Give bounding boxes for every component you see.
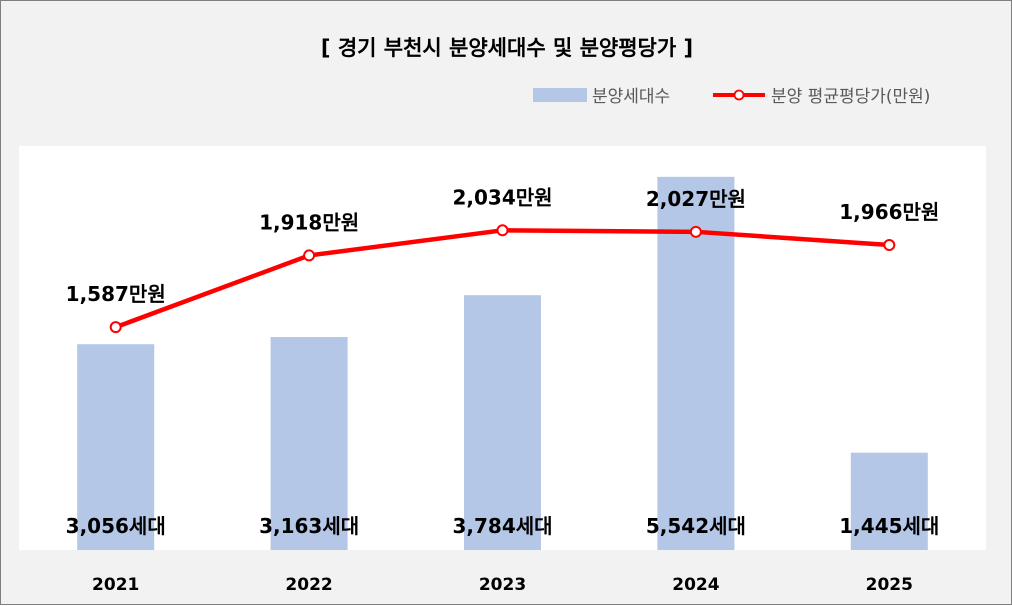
price-label-2022: 1,918만원 [259, 210, 359, 234]
category-label-2022: 2022 [285, 575, 332, 595]
category-axis: 2021 2022 2023 2024 2025 [92, 575, 913, 595]
bar-2022 [270, 337, 348, 550]
price-label-2025: 1,966만원 [839, 200, 939, 224]
price-marker-2021 [109, 321, 122, 334]
bar-2024 [657, 176, 735, 550]
units-label-2023: 3,784세대 [452, 514, 552, 538]
category-label-2021: 2021 [92, 575, 139, 595]
legend-label-line: 분양 평균평당가(만원) [771, 87, 930, 107]
chart-title: [ 경기 부천시 분양세대수 및 분양평당가 ] [321, 36, 693, 60]
units-label-2021: 3,056세대 [66, 514, 166, 538]
units-label-2022: 3,163세대 [259, 514, 359, 538]
category-label-2025: 2025 [866, 575, 913, 595]
price-marker-2023 [496, 224, 509, 237]
price-marker-2022 [303, 249, 316, 262]
price-label-2024: 2,027만원 [646, 187, 746, 211]
units-label-2024: 5,542세대 [646, 514, 746, 538]
category-label-2024: 2024 [672, 575, 719, 595]
line-series [109, 224, 896, 334]
category-label-2023: 2023 [479, 575, 526, 595]
bar-series [77, 176, 928, 550]
legend-label-bar: 분양세대수 [592, 87, 670, 107]
data-labels: 1,587만원 1,918만원 2,034만원 2,027만원 1,966만원 3,056… [66, 185, 940, 538]
legend-swatch-marker [733, 89, 745, 101]
price-label-2021: 1,587만원 [66, 282, 166, 306]
legend: 분양세대수 분양 평균평당가(만원) [533, 87, 930, 107]
legend-swatch-bar [533, 88, 587, 102]
price-marker-2024 [689, 225, 702, 238]
price-marker-2025 [883, 239, 896, 252]
units-label-2025: 1,445세대 [839, 514, 939, 538]
price-label-2023: 2,034만원 [452, 185, 552, 209]
bar-2025 [850, 452, 928, 550]
bar-2023 [464, 295, 541, 550]
bar-2021 [77, 344, 155, 550]
